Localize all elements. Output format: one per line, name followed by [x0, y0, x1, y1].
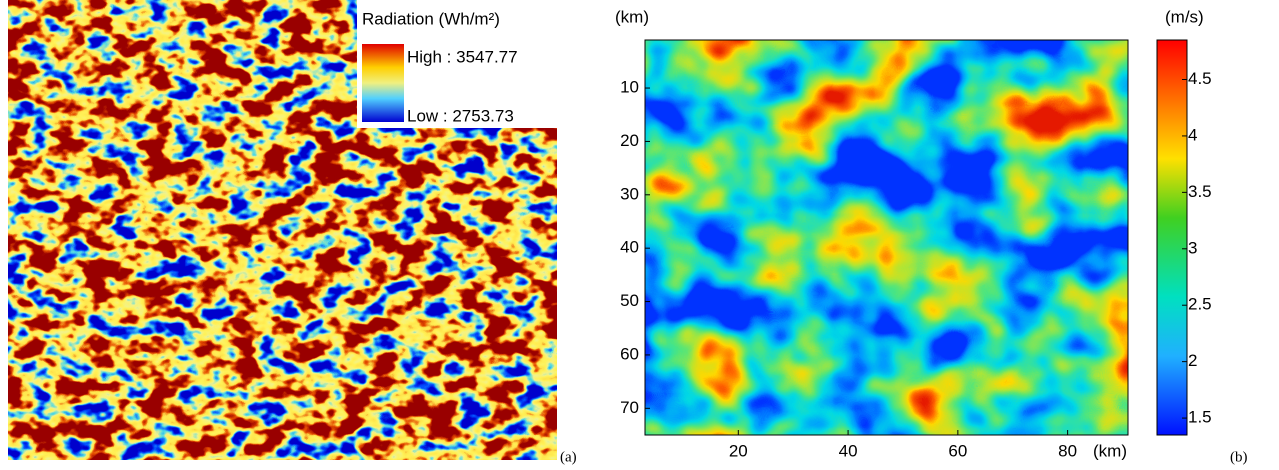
y-tick-label: 70 [620, 398, 639, 417]
y-tick-label: 10 [620, 78, 639, 97]
y-tick-label: 40 [620, 238, 639, 257]
colorbar-tick-label: 2 [1188, 351, 1197, 370]
x-tick-label: 80 [1058, 441, 1077, 460]
wind-map [645, 40, 1128, 435]
y-tick-label: 20 [620, 131, 639, 150]
colorbar [1156, 39, 1188, 436]
panel-label: (b) [1230, 449, 1248, 465]
y-tick-label: 30 [620, 184, 639, 203]
legend-low: Low : 2753.73 [407, 106, 514, 125]
y-tick-label: 50 [620, 291, 639, 310]
colorbar-tick-label: 1.5 [1188, 408, 1212, 427]
legend-title: Radiation (Wh/m²) [362, 9, 500, 28]
plot-frame [644, 39, 1129, 436]
x-unit: (km) [1093, 441, 1127, 460]
colorbar-tick-label: 3.5 [1188, 182, 1212, 201]
colorbar-tick-label: 4 [1188, 125, 1197, 144]
legend-high: High : 3547.77 [407, 47, 518, 66]
panel-label: (a) [560, 449, 577, 465]
x-tick-label: 40 [839, 441, 858, 460]
colorbar-tick-label: 3 [1188, 238, 1197, 257]
x-tick-label: 20 [729, 441, 748, 460]
colorbar-tick-label: 4.5 [1188, 69, 1212, 88]
y-tick-label: 60 [620, 344, 639, 363]
x-tick-label: 60 [948, 441, 967, 460]
legend-ramp [362, 44, 404, 122]
colorbar-tick-label: 2.5 [1188, 295, 1212, 314]
y-unit: (km) [615, 7, 649, 26]
colorbar-unit: (m/s) [1165, 7, 1204, 26]
